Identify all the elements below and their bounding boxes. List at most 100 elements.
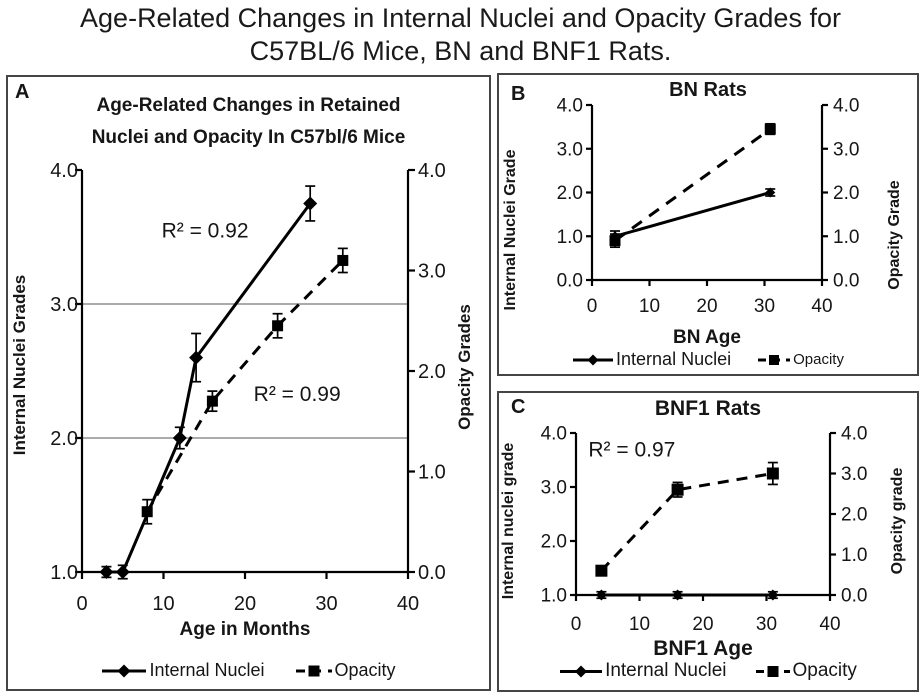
y-tick-label-left: 2.0 [557,183,583,204]
y-tick-label-right: 3.0 [418,261,446,283]
chart-c-legend: Internal Nuclei Opacity [499,660,917,682]
y-axis-title-right: Opacity Grade [886,180,903,289]
y-axis-title-right: Opacity grade [889,468,906,575]
x-tick-label: 30 [756,614,777,635]
chart-c-title-line1: BNF1 Rats [654,397,762,420]
x-axis-title: BNF1 Age [653,637,753,660]
data-point-diamond-internal-nuclei [765,187,776,198]
data-point-diamond-internal-nuclei [189,350,204,365]
chart-b-title-line1: BN Rats [669,79,747,101]
x-tick-label: 30 [315,593,337,615]
data-point-square-opacity [337,254,349,266]
y-tick-label-left: 2.0 [50,428,78,450]
x-tick-label: 20 [696,296,717,317]
data-point-square-opacity [141,506,153,518]
legend-label-internal-nuclei: Internal Nuclei [605,660,727,681]
x-axis-title: BN Age [673,327,741,348]
legend-item-internal-nuclei: Internal Nuclei [101,660,265,681]
legend-label-opacity: Opacity [793,351,844,368]
y-tick-label-right: 0.0 [833,271,859,292]
x-tick-label: 40 [819,614,840,635]
y-tick-label-left: 2.0 [541,532,567,553]
figure-title-line2: C57BL/6 Mice, BN and BNF1 Rats. [249,36,672,66]
data-point-square-opacity [609,235,621,247]
data-point-square-opacity [764,123,776,135]
x-tick-label: 40 [811,296,832,317]
y-tick-label-left: 4.0 [541,424,567,445]
data-point-diamond-internal-nuclei [767,589,779,601]
x-tick-label: 20 [692,614,713,635]
y-tick-label-right: 1.0 [418,462,446,484]
y-tick-label-left: 4.0 [50,160,78,182]
panel-c: C BNF1 Rats 1.0 2.0 3.0 4.0 0.0 1.0 2.0 3.0 4.0 0… [497,391,919,692]
y-tick-label-right: 3.0 [833,139,859,160]
x-tick-label: 0 [587,296,598,317]
legend-label-opacity: Opacity [792,660,857,681]
y-tick-label-left: 1.0 [557,227,583,248]
y-tick-label-left: 3.0 [541,478,567,499]
panel-letter-b: B [511,83,526,105]
series-line-opacity [614,127,772,242]
x-tick-label: 10 [629,614,650,635]
y-axis-title-right: Opacity Grades [455,304,474,430]
data-point-square-opacity [766,467,779,480]
data-point-diamond-internal-nuclei [172,431,187,445]
chart-a-canvas: 1.0 2.0 3.0 4.0 0.0 1.0 2.0 3.0 4.0 0 10 20 30 40 Inte… [10,160,474,640]
y-tick-label-right: 4.0 [418,160,446,182]
y-tick-label-right: 2.0 [418,361,446,383]
panel-letter-c: C [511,396,526,418]
chart-a-legend: Internal Nuclei Opacity [8,660,489,681]
data-point-diamond-internal-nuclei [672,589,684,601]
panel-letter-a: A [15,81,30,103]
opacity-legend-marker-icon [758,354,791,365]
chart-b-legend: Internal Nuclei Opacity [499,349,917,370]
legend-item-opacity: Opacity [295,660,396,681]
chart-c-canvas: 1.0 2.0 3.0 4.0 0.0 1.0 2.0 3.0 4.0 0 10 20 30 40 Inte… [500,424,906,660]
data-point-square-opacity [206,395,218,407]
y-axis-title-left: Internal Nuclei Grades [10,275,29,455]
figure-title-line1: Age-Related Changes in Internal Nuclei a… [80,3,841,33]
x-tick-label: 20 [234,593,256,615]
chart-b-title: BN Rats [499,79,917,102]
opacity-legend-marker-icon [295,665,332,676]
chart-a-title-line1: Age-Related Changes in Retained [96,95,401,116]
legend-label-internal-nuclei: Internal Nuclei [149,660,265,680]
legend-label-opacity: Opacity [334,660,396,680]
data-point-square-opacity [272,320,284,332]
data-point-square-opacity [671,483,684,496]
chart-c-title: BNF1 Rats [499,397,917,421]
legend-item-opacity: Opacity [755,660,857,682]
series-line-opacity [145,259,344,513]
x-tick-label: 10 [152,593,174,615]
y-tick-label-left: 1.0 [50,562,78,584]
y-tick-label-left: 1.0 [541,586,567,607]
data-point-diamond-internal-nuclei [99,565,114,579]
legend-item-internal-nuclei: Internal Nuclei [572,349,731,370]
series-line-opacity [600,472,774,572]
opacity-legend-marker-icon [755,665,790,677]
x-tick-label: 0 [76,593,87,615]
y-tick-label-right: 0.0 [418,562,446,584]
data-point-diamond-internal-nuclei [115,565,130,579]
y-tick-label-right: 1.0 [841,545,867,566]
y-tick-label-left: 0.0 [557,271,583,292]
panel-b: B BN Rats 0.0 1.0 2.0 3.0 4.0 0.0 1.0 2.0 3.0 4.0… [497,73,919,376]
r-squared-annotation: R² = 0.97 [588,439,675,462]
y-tick-label-right: 1.0 [833,227,859,248]
x-tick-label: 40 [397,593,419,615]
internal-nuclei-legend-marker-icon [560,665,603,677]
y-tick-label-right: 2.0 [841,505,867,526]
y-tick-label-right: 0.0 [841,586,867,607]
y-tick-label-left: 4.0 [557,96,583,117]
data-point-diamond-internal-nuclei [595,589,607,601]
internal-nuclei-legend-marker-icon [102,664,147,677]
y-axis-title-left: Internal nuclei grade [500,443,517,600]
legend-label-internal-nuclei: Internal Nuclei [616,349,732,369]
chart-a-title-line2: Nuclei and Opacity In C57bl/6 Mice [91,127,406,148]
y-tick-label-right: 4.0 [841,424,867,445]
series-line-internal-nuclei [614,191,771,238]
x-axis-title: Age in Months [180,619,311,640]
x-tick-label: 10 [639,296,660,317]
legend-item-opacity: Opacity [757,351,844,368]
panel-a: A Age-Related Changes in Retained Nuclei… [6,75,491,691]
